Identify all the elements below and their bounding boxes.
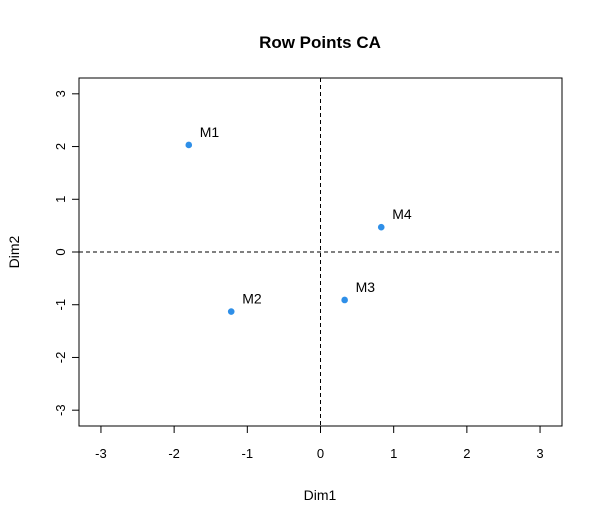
reference-lines: [79, 78, 562, 426]
data-point-m2: [227, 308, 235, 315]
chart-title: Row Points CA: [259, 33, 381, 52]
point-label-m2: M2: [242, 291, 262, 307]
x-tick-label: -1: [242, 446, 254, 461]
y-tick-label: -2: [53, 352, 68, 364]
x-axis-label: Dim1: [304, 487, 337, 503]
y-axis-label: Dim2: [6, 235, 22, 268]
data-point-m1: [185, 141, 193, 149]
data-points: M1 M2 M3 M4: [185, 124, 412, 315]
y-tick-label: -1: [53, 299, 68, 311]
point-label-m4: M4: [392, 206, 412, 222]
x-tick-label: 0: [317, 446, 324, 461]
y-tick-label: -3: [53, 404, 68, 416]
x-tick-label: 3: [536, 446, 543, 461]
y-tick-label: 2: [53, 143, 68, 150]
data-point-m3: [341, 296, 348, 304]
x-tick-label: 1: [390, 446, 397, 461]
y-tick-label: 0: [53, 248, 68, 255]
point-label-m3: M3: [356, 279, 376, 295]
y-tick-label: 3: [53, 90, 68, 97]
x-axis: -3 -2 -1 0 1 2 3: [95, 425, 544, 461]
x-tick-label: 2: [463, 446, 470, 461]
y-tick-label: 1: [53, 196, 68, 203]
point-label-m1: M1: [200, 124, 220, 140]
x-tick-label: -2: [168, 446, 180, 461]
x-tick-label: -3: [95, 446, 107, 461]
y-axis: -3 -2 -1 0 1 2 3: [53, 90, 80, 416]
data-point-m4: [377, 223, 385, 231]
